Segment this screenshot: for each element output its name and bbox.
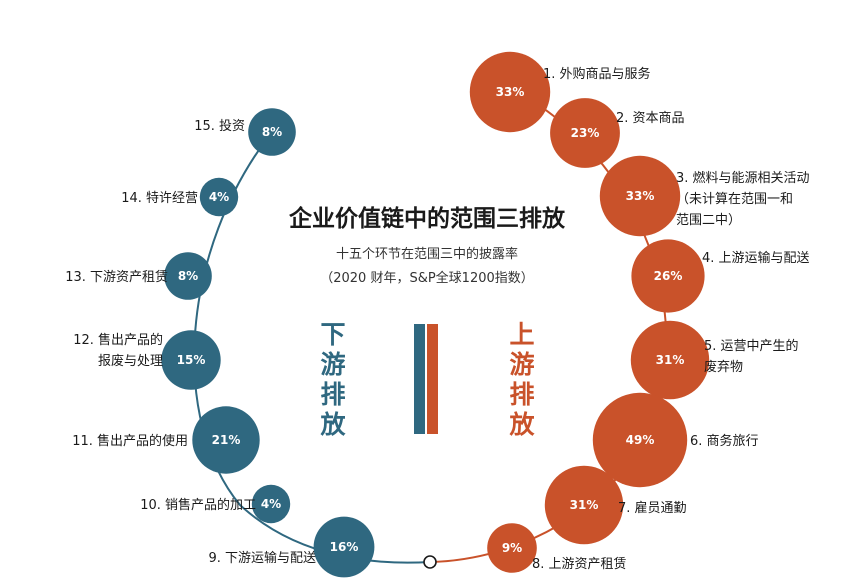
bubble-9 xyxy=(313,516,375,578)
category-label-4: 4. 上游运输与配送 xyxy=(702,250,810,266)
bubble-value-5: 31% xyxy=(656,353,685,367)
bubble-3 xyxy=(599,155,681,237)
side-up-char: 游 xyxy=(509,350,534,379)
bubble-15 xyxy=(248,108,296,156)
downstream-bar xyxy=(414,324,425,434)
bubble-14 xyxy=(199,177,239,217)
bubble-4 xyxy=(631,239,705,313)
side-up-char: 上 xyxy=(509,320,534,349)
bubble-7 xyxy=(544,465,624,545)
side-down-char: 放 xyxy=(319,410,346,439)
bubble-value-4: 26% xyxy=(654,269,683,283)
chart-note: （2020 财年，S&P全球1200指数） xyxy=(320,270,534,286)
bubble-value-8: 9% xyxy=(502,541,522,555)
bubble-1 xyxy=(469,51,551,133)
category-label-13: 13. 下游资产租赁 xyxy=(65,270,168,285)
chart-title: 企业价值链中的范围三排放 xyxy=(288,205,566,232)
bubble-2 xyxy=(550,98,620,168)
side-down-char: 排 xyxy=(320,380,345,409)
category-label-3-line2: （未计算在范围一和 xyxy=(676,192,793,207)
upstream-bar xyxy=(427,324,438,434)
bubble-13 xyxy=(164,252,212,300)
side-up-char: 排 xyxy=(509,380,534,409)
category-label-11: 11. 售出产品的使用 xyxy=(72,433,188,449)
category-label-5-line2: 废弃物 xyxy=(704,359,743,375)
category-label-10: 10. 销售产品的加工 xyxy=(140,497,256,513)
bubble-value-6: 49% xyxy=(626,433,655,447)
bubble-value-13: 8% xyxy=(178,269,198,283)
side-up-char: 放 xyxy=(508,410,535,439)
bubble-value-9: 16% xyxy=(330,540,359,554)
bubble-5 xyxy=(630,320,710,400)
category-label-12-line2: 报废与处理 xyxy=(98,353,163,369)
category-label-3-line3: 范围二中） xyxy=(676,213,741,228)
bubble-value-10: 4% xyxy=(261,497,281,511)
category-label-2: 2. 资本商品 xyxy=(616,111,685,126)
chart-subtitle: 十五个环节在范围三中的披露率 xyxy=(336,246,518,262)
side-down-char: 游 xyxy=(320,350,345,379)
bubble-8 xyxy=(487,523,537,573)
category-label-7: 7. 雇员通勤 xyxy=(618,500,687,516)
category-label-6: 6. 商务旅行 xyxy=(690,433,759,449)
side-down-char: 下 xyxy=(320,320,345,349)
bubble-6 xyxy=(592,392,688,488)
bubble-value-15: 8% xyxy=(262,125,282,139)
bubble-value-2: 23% xyxy=(571,126,600,140)
bubble-value-14: 4% xyxy=(209,190,229,204)
bubble-value-12: 15% xyxy=(177,353,206,367)
arc-junction-marker xyxy=(423,555,437,569)
category-label-1: 1. 外购商品与服务 xyxy=(543,66,651,82)
bubble-11 xyxy=(192,406,260,474)
bubble-value-11: 21% xyxy=(212,433,241,447)
category-label-3: 3. 燃料与能源相关活动 xyxy=(676,170,810,186)
bubble-value-7: 31% xyxy=(570,498,599,512)
bubble-12 xyxy=(161,330,221,390)
category-label-5: 5. 运营中产生的 xyxy=(704,338,799,354)
bubble-10 xyxy=(251,484,291,524)
category-label-14: 14. 特许经营 xyxy=(121,191,198,206)
category-label-8: 8. 上游资产租赁 xyxy=(532,557,627,572)
category-label-12: 12. 售出产品的 xyxy=(73,332,163,348)
category-label-9: 9. 下游运输与配送 xyxy=(208,550,316,566)
bubble-value-3: 33% xyxy=(626,189,655,203)
category-label-15: 15. 投资 xyxy=(194,118,245,134)
bubble-value-1: 33% xyxy=(496,85,525,99)
